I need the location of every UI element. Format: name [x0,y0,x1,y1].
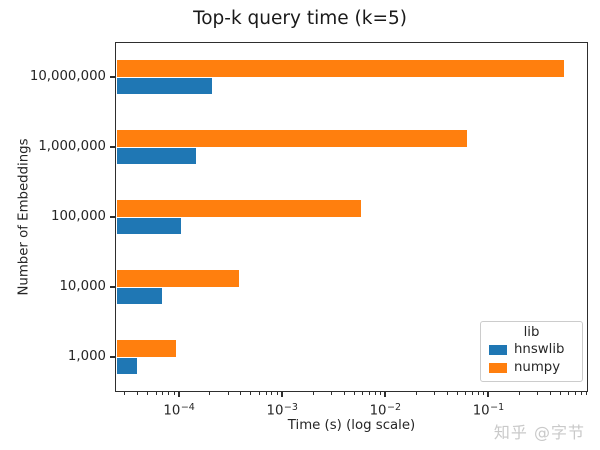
watermark: 知乎 @字节 [493,423,585,442]
y-tick-label: 1,000,000 [38,139,106,154]
x-minor-tick-mark [456,392,458,395]
x-minor-tick-mark [368,392,370,395]
x-minor-tick-mark [464,392,466,395]
x-minor-tick-mark [559,392,561,395]
x-minor-tick-mark [276,392,278,395]
x-minor-tick-mark [433,392,435,395]
x-minor-tick-mark [353,392,355,395]
x-minor-tick-mark [536,392,538,395]
x-minor-tick-mark [312,392,314,395]
x-minor-tick-mark [258,392,260,395]
legend-swatch-hnswlib [489,344,507,356]
y-tick-label: 10,000 [59,279,106,294]
legend-title: lib [523,325,540,340]
bar-numpy-100000 [116,200,362,217]
x-tick-label: 10−4 [163,402,195,419]
x-minor-tick-mark [482,392,484,395]
y-tick-mark [110,146,115,148]
x-minor-tick-mark [271,392,273,395]
legend: lib hnswlib numpy [480,321,583,382]
x-minor-tick-mark [374,392,376,395]
bar-hnswlib-100000 [116,217,182,234]
x-tick-label: 10−3 [266,402,298,419]
x-minor-tick-mark [477,392,479,395]
bar-numpy-1000 [116,340,176,357]
x-tick-label: 10−2 [369,402,402,419]
y-tick-label: 10,000,000 [29,69,106,84]
bar-numpy-10000 [116,270,239,287]
legend-item-hnswlib: hnswlib [481,341,582,359]
bar-numpy-1000000 [116,130,467,147]
y-tick-mark [110,76,115,78]
y-tick-mark [110,216,115,218]
x-tick-mark [487,392,489,397]
x-minor-tick-mark [162,392,164,395]
x-tick-label: 10−1 [472,402,505,419]
x-minor-tick-mark [147,392,149,395]
x-minor-tick-mark [168,392,170,395]
x-minor-tick-mark [586,392,588,395]
bar-numpy-10000000 [116,60,564,77]
x-minor-tick-mark [250,392,252,395]
x-minor-tick-mark [379,392,381,395]
chart-title: Top-k query time (k=5) [193,8,407,29]
x-minor-tick-mark [155,392,157,395]
x-minor-tick-mark [124,392,126,395]
legend-items: hnswlib numpy [481,341,582,377]
x-minor-tick-mark [549,392,551,395]
legend-label-hnswlib: hnswlib [514,342,565,357]
x-minor-tick-mark [415,392,417,395]
y-tick-mark [110,356,115,358]
x-minor-tick-mark [137,392,139,395]
legend-item-numpy: numpy [481,359,582,377]
y-tick-label: 100,000 [51,209,106,224]
bar-hnswlib-10000 [116,287,162,304]
bar-hnswlib-1000000 [116,147,196,164]
y-tick-label: 1,000 [67,349,106,364]
x-minor-tick-mark [173,392,175,395]
y-axis-label: Number of Embeddings [16,138,32,296]
legend-swatch-numpy [489,362,507,374]
y-tick-mark [110,286,115,288]
x-minor-tick-mark [240,392,242,395]
bar-hnswlib-1000 [116,357,137,374]
x-minor-tick-mark [330,392,332,395]
x-tick-mark [384,392,386,397]
x-tick-mark [281,392,283,397]
x-minor-tick-mark [471,392,473,395]
x-minor-tick-mark [567,392,569,395]
bar-hnswlib-10000000 [116,77,213,94]
x-tick-mark [178,392,180,397]
x-minor-tick-mark [446,392,448,395]
x-minor-tick-mark [343,392,345,395]
x-minor-tick-mark [574,392,576,395]
x-minor-tick-mark [518,392,520,395]
x-minor-tick-mark [227,392,229,395]
x-minor-tick-mark [209,392,211,395]
x-minor-tick-mark [265,392,267,395]
legend-label-numpy: numpy [514,360,561,375]
x-minor-tick-mark [580,392,582,395]
x-minor-tick-mark [361,392,363,395]
x-axis-label: Time (s) (log scale) [287,418,416,433]
